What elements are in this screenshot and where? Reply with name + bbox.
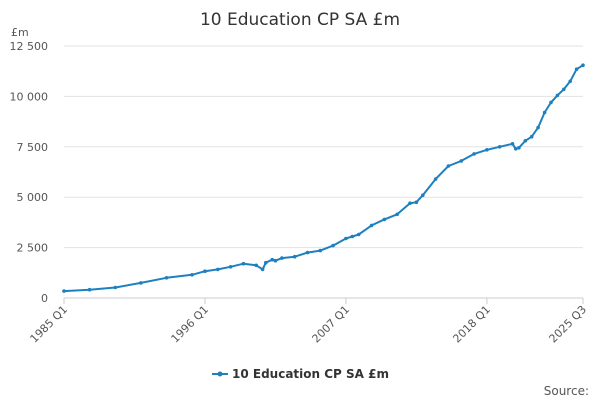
data-point (164, 276, 169, 280)
chart-title: 10 Education CP SA £m (200, 10, 400, 30)
data-point (382, 217, 387, 222)
source-label: Source: (544, 384, 589, 398)
y-tick-label: 12 500 (10, 40, 49, 53)
data-point (542, 110, 547, 115)
data-point (485, 148, 489, 152)
legend[interactable]: 10 Education CP SA £m (212, 367, 389, 381)
data-point (280, 256, 284, 260)
data-point (529, 134, 534, 139)
data-point (408, 201, 412, 205)
x-tick-label: 1985 Q1 (28, 303, 71, 346)
data-point (562, 87, 566, 92)
data-point (433, 177, 438, 181)
data-point (331, 243, 335, 248)
data-point (273, 258, 278, 263)
x-tick-label: 2007 Q1 (310, 303, 353, 346)
data-point (549, 100, 553, 105)
x-tick-label: 1996 Q1 (169, 303, 212, 346)
data-point (414, 200, 419, 204)
data-point (350, 234, 355, 239)
data-point (536, 125, 540, 130)
data-point (318, 248, 323, 253)
data-point (113, 285, 118, 290)
y-axis-unit-label: £m (11, 26, 29, 39)
x-tick-label: 2018 Q1 (450, 303, 493, 346)
y-tick-label: 0 (41, 292, 48, 305)
series-line (62, 63, 585, 293)
y-tick-label: 5 000 (17, 191, 49, 204)
data-point (421, 193, 425, 197)
data-point (517, 146, 521, 150)
data-point (87, 287, 92, 292)
data-point (574, 67, 579, 71)
y-tick-label: 10 000 (10, 90, 49, 103)
data-point (459, 159, 464, 163)
data-point (62, 289, 66, 293)
data-point (497, 145, 502, 149)
data-point (260, 267, 265, 272)
data-point (555, 93, 560, 98)
data-point (523, 139, 528, 143)
y-axis-ticks: 0 2 500 5 000 7 500 10 000 12 500 (10, 40, 49, 305)
data-point (510, 142, 515, 146)
data-point (190, 273, 194, 277)
grid-lines (64, 45, 583, 249)
data-point (241, 261, 246, 266)
data-point (203, 269, 207, 274)
data-point (395, 212, 400, 217)
legend-marker-icon (217, 371, 223, 377)
y-tick-label: 7 500 (17, 141, 49, 154)
data-point (369, 223, 374, 228)
data-point (139, 281, 143, 285)
data-point (292, 254, 297, 259)
data-point (356, 232, 361, 237)
x-axis: 1985 Q1 1996 Q1 2007 Q1 2018 Q1 2025 Q3 (28, 297, 590, 346)
series-path (63, 64, 584, 293)
data-point (305, 250, 310, 255)
data-point (344, 236, 348, 241)
y-tick-label: 2 500 (17, 242, 49, 255)
data-point (264, 260, 268, 265)
data-point (270, 257, 275, 262)
data-point (513, 147, 518, 151)
data-point (472, 152, 476, 156)
legend-label: 10 Education CP SA £m (232, 367, 389, 381)
data-point (216, 267, 220, 272)
data-point (568, 79, 572, 84)
data-point (446, 164, 451, 168)
data-point (581, 63, 585, 67)
x-tick-label: 2025 Q3 (547, 303, 590, 346)
data-point (228, 265, 233, 269)
data-point (254, 263, 258, 268)
